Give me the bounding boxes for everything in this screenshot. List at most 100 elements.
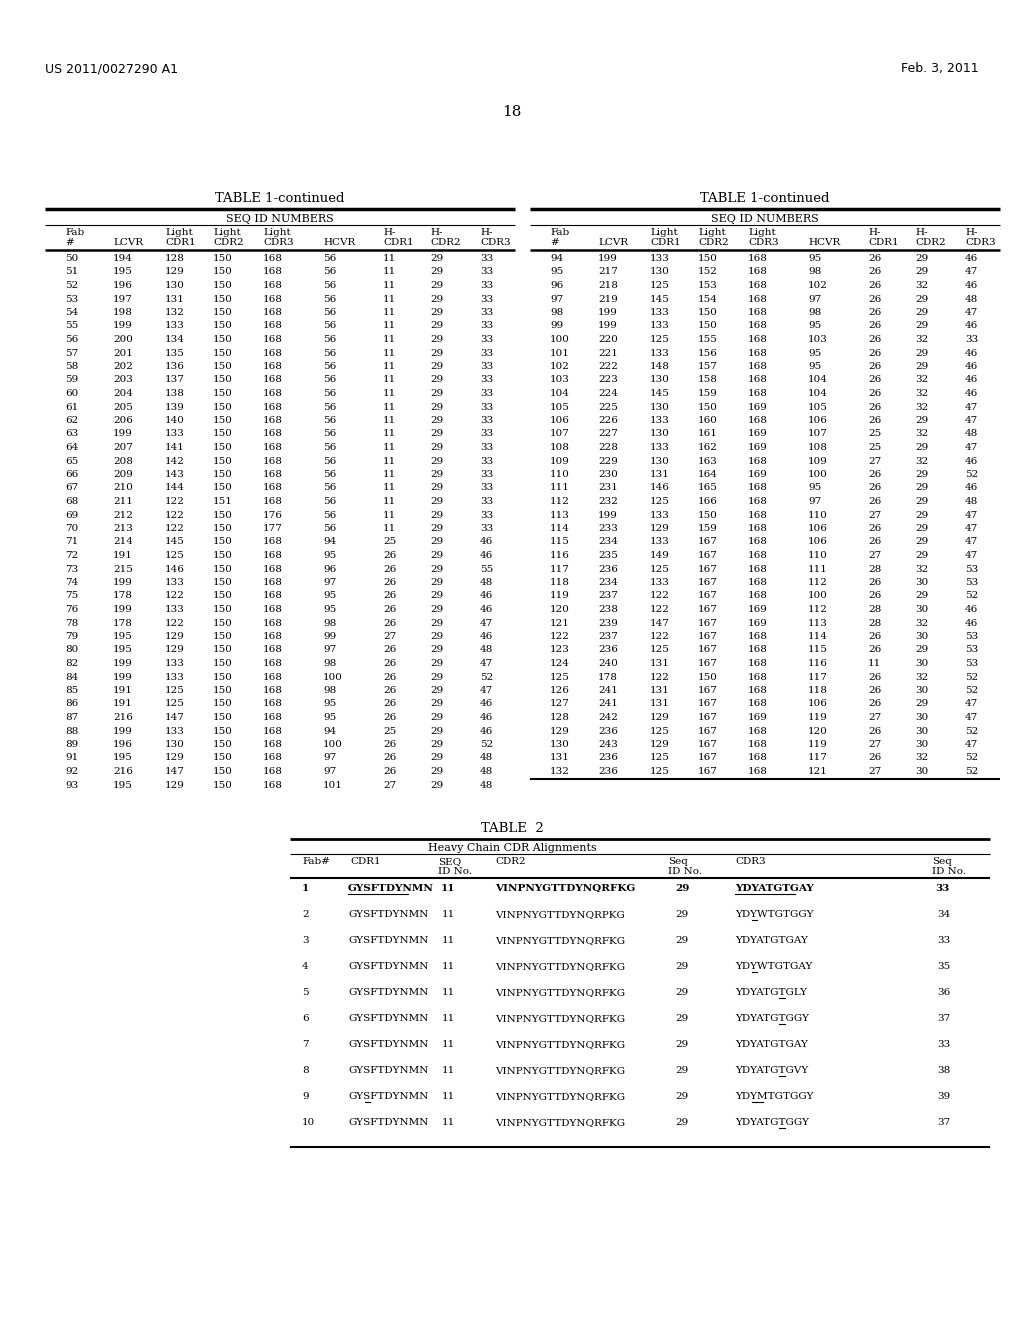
Text: 168: 168 [263,700,283,709]
Text: Light: Light [748,228,776,238]
Text: TABLE 1-continued: TABLE 1-continued [700,191,829,205]
Text: 26: 26 [383,659,396,668]
Text: 109: 109 [808,457,827,466]
Text: 168: 168 [748,767,768,776]
Text: 99: 99 [323,632,336,642]
Text: 232: 232 [598,498,617,506]
Text: 133: 133 [650,511,670,520]
Text: 33: 33 [480,470,494,479]
Text: 230: 230 [598,470,617,479]
Text: Light: Light [165,228,193,238]
Text: 144: 144 [165,483,185,492]
Text: 33: 33 [480,511,494,520]
Text: 100: 100 [323,672,343,681]
Text: 26: 26 [868,416,882,425]
Text: 150: 150 [213,335,232,345]
Text: 236: 236 [598,767,617,776]
Text: 88: 88 [65,726,78,735]
Text: 110: 110 [808,511,827,520]
Text: 199: 199 [113,605,133,614]
Text: 122: 122 [165,591,185,601]
Text: 97: 97 [323,754,336,763]
Text: 11: 11 [441,962,455,972]
Text: 66: 66 [65,470,78,479]
Text: 61: 61 [65,403,78,412]
Text: 195: 195 [113,780,133,789]
Text: 29: 29 [430,348,443,358]
Text: 194: 194 [113,253,133,263]
Text: 168: 168 [263,294,283,304]
Text: VINPNYGTTDYNQRFKG: VINPNYGTTDYNQRFKG [495,962,625,972]
Text: 29: 29 [430,550,443,560]
Text: 25: 25 [868,429,882,438]
Text: 86: 86 [65,700,78,709]
Text: 128: 128 [550,713,570,722]
Text: 46: 46 [965,483,978,492]
Text: 55: 55 [480,565,494,573]
Text: 29: 29 [430,780,443,789]
Text: 33: 33 [480,281,494,290]
Text: 236: 236 [598,754,617,763]
Text: 69: 69 [65,511,78,520]
Text: ID No.: ID No. [438,867,472,876]
Text: CDR1: CDR1 [165,238,196,247]
Text: 33: 33 [965,335,978,345]
Text: 133: 133 [165,322,185,330]
Text: 168: 168 [748,700,768,709]
Text: 110: 110 [808,550,827,560]
Text: 68: 68 [65,498,78,506]
Text: 33: 33 [480,253,494,263]
Text: 102: 102 [808,281,827,290]
Text: VINPNYGTTDYNQRFKG: VINPNYGTTDYNQRFKG [495,936,625,945]
Text: 228: 228 [598,444,617,451]
Text: GYSFTDYNMN: GYSFTDYNMN [348,1118,428,1127]
Text: 29: 29 [915,294,928,304]
Text: 111: 111 [550,483,570,492]
Text: 72: 72 [65,550,78,560]
Text: 196: 196 [113,741,133,748]
Text: 79: 79 [65,632,78,642]
Text: 46: 46 [965,619,978,627]
Text: 47: 47 [965,268,978,276]
Text: 227: 227 [598,429,617,438]
Text: 29: 29 [676,962,688,972]
Text: 130: 130 [650,403,670,412]
Text: Heavy Chain CDR Alignments: Heavy Chain CDR Alignments [428,843,596,853]
Text: 84: 84 [65,672,78,681]
Text: 95: 95 [323,700,336,709]
Text: 29: 29 [430,403,443,412]
Text: 145: 145 [650,294,670,304]
Text: 11: 11 [441,987,455,997]
Text: 150: 150 [213,308,232,317]
Text: 47: 47 [965,537,978,546]
Text: 159: 159 [698,389,718,399]
Text: 78: 78 [65,619,78,627]
Text: 167: 167 [698,565,718,573]
Text: 207: 207 [113,444,133,451]
Text: 166: 166 [698,498,718,506]
Text: 75: 75 [65,591,78,601]
Text: 29: 29 [430,524,443,533]
Text: 29: 29 [676,1067,688,1074]
Text: 56: 56 [323,483,336,492]
Text: 80: 80 [65,645,78,655]
Text: 26: 26 [868,268,882,276]
Text: 158: 158 [698,375,718,384]
Text: 168: 168 [748,294,768,304]
Text: 46: 46 [965,375,978,384]
Text: 53: 53 [965,565,978,573]
Text: 168: 168 [263,659,283,668]
Text: 56: 56 [323,524,336,533]
Text: 82: 82 [65,659,78,668]
Text: 150: 150 [213,726,232,735]
Text: 168: 168 [263,605,283,614]
Text: 125: 125 [650,565,670,573]
Text: VINPNYGTTDYNQRFKG: VINPNYGTTDYNQRFKG [495,884,635,894]
Text: 51: 51 [65,268,78,276]
Text: 199: 199 [113,726,133,735]
Text: 46: 46 [965,605,978,614]
Text: 11: 11 [868,659,882,668]
Text: 93: 93 [65,780,78,789]
Text: CDR1: CDR1 [350,857,381,866]
Text: 29: 29 [915,591,928,601]
